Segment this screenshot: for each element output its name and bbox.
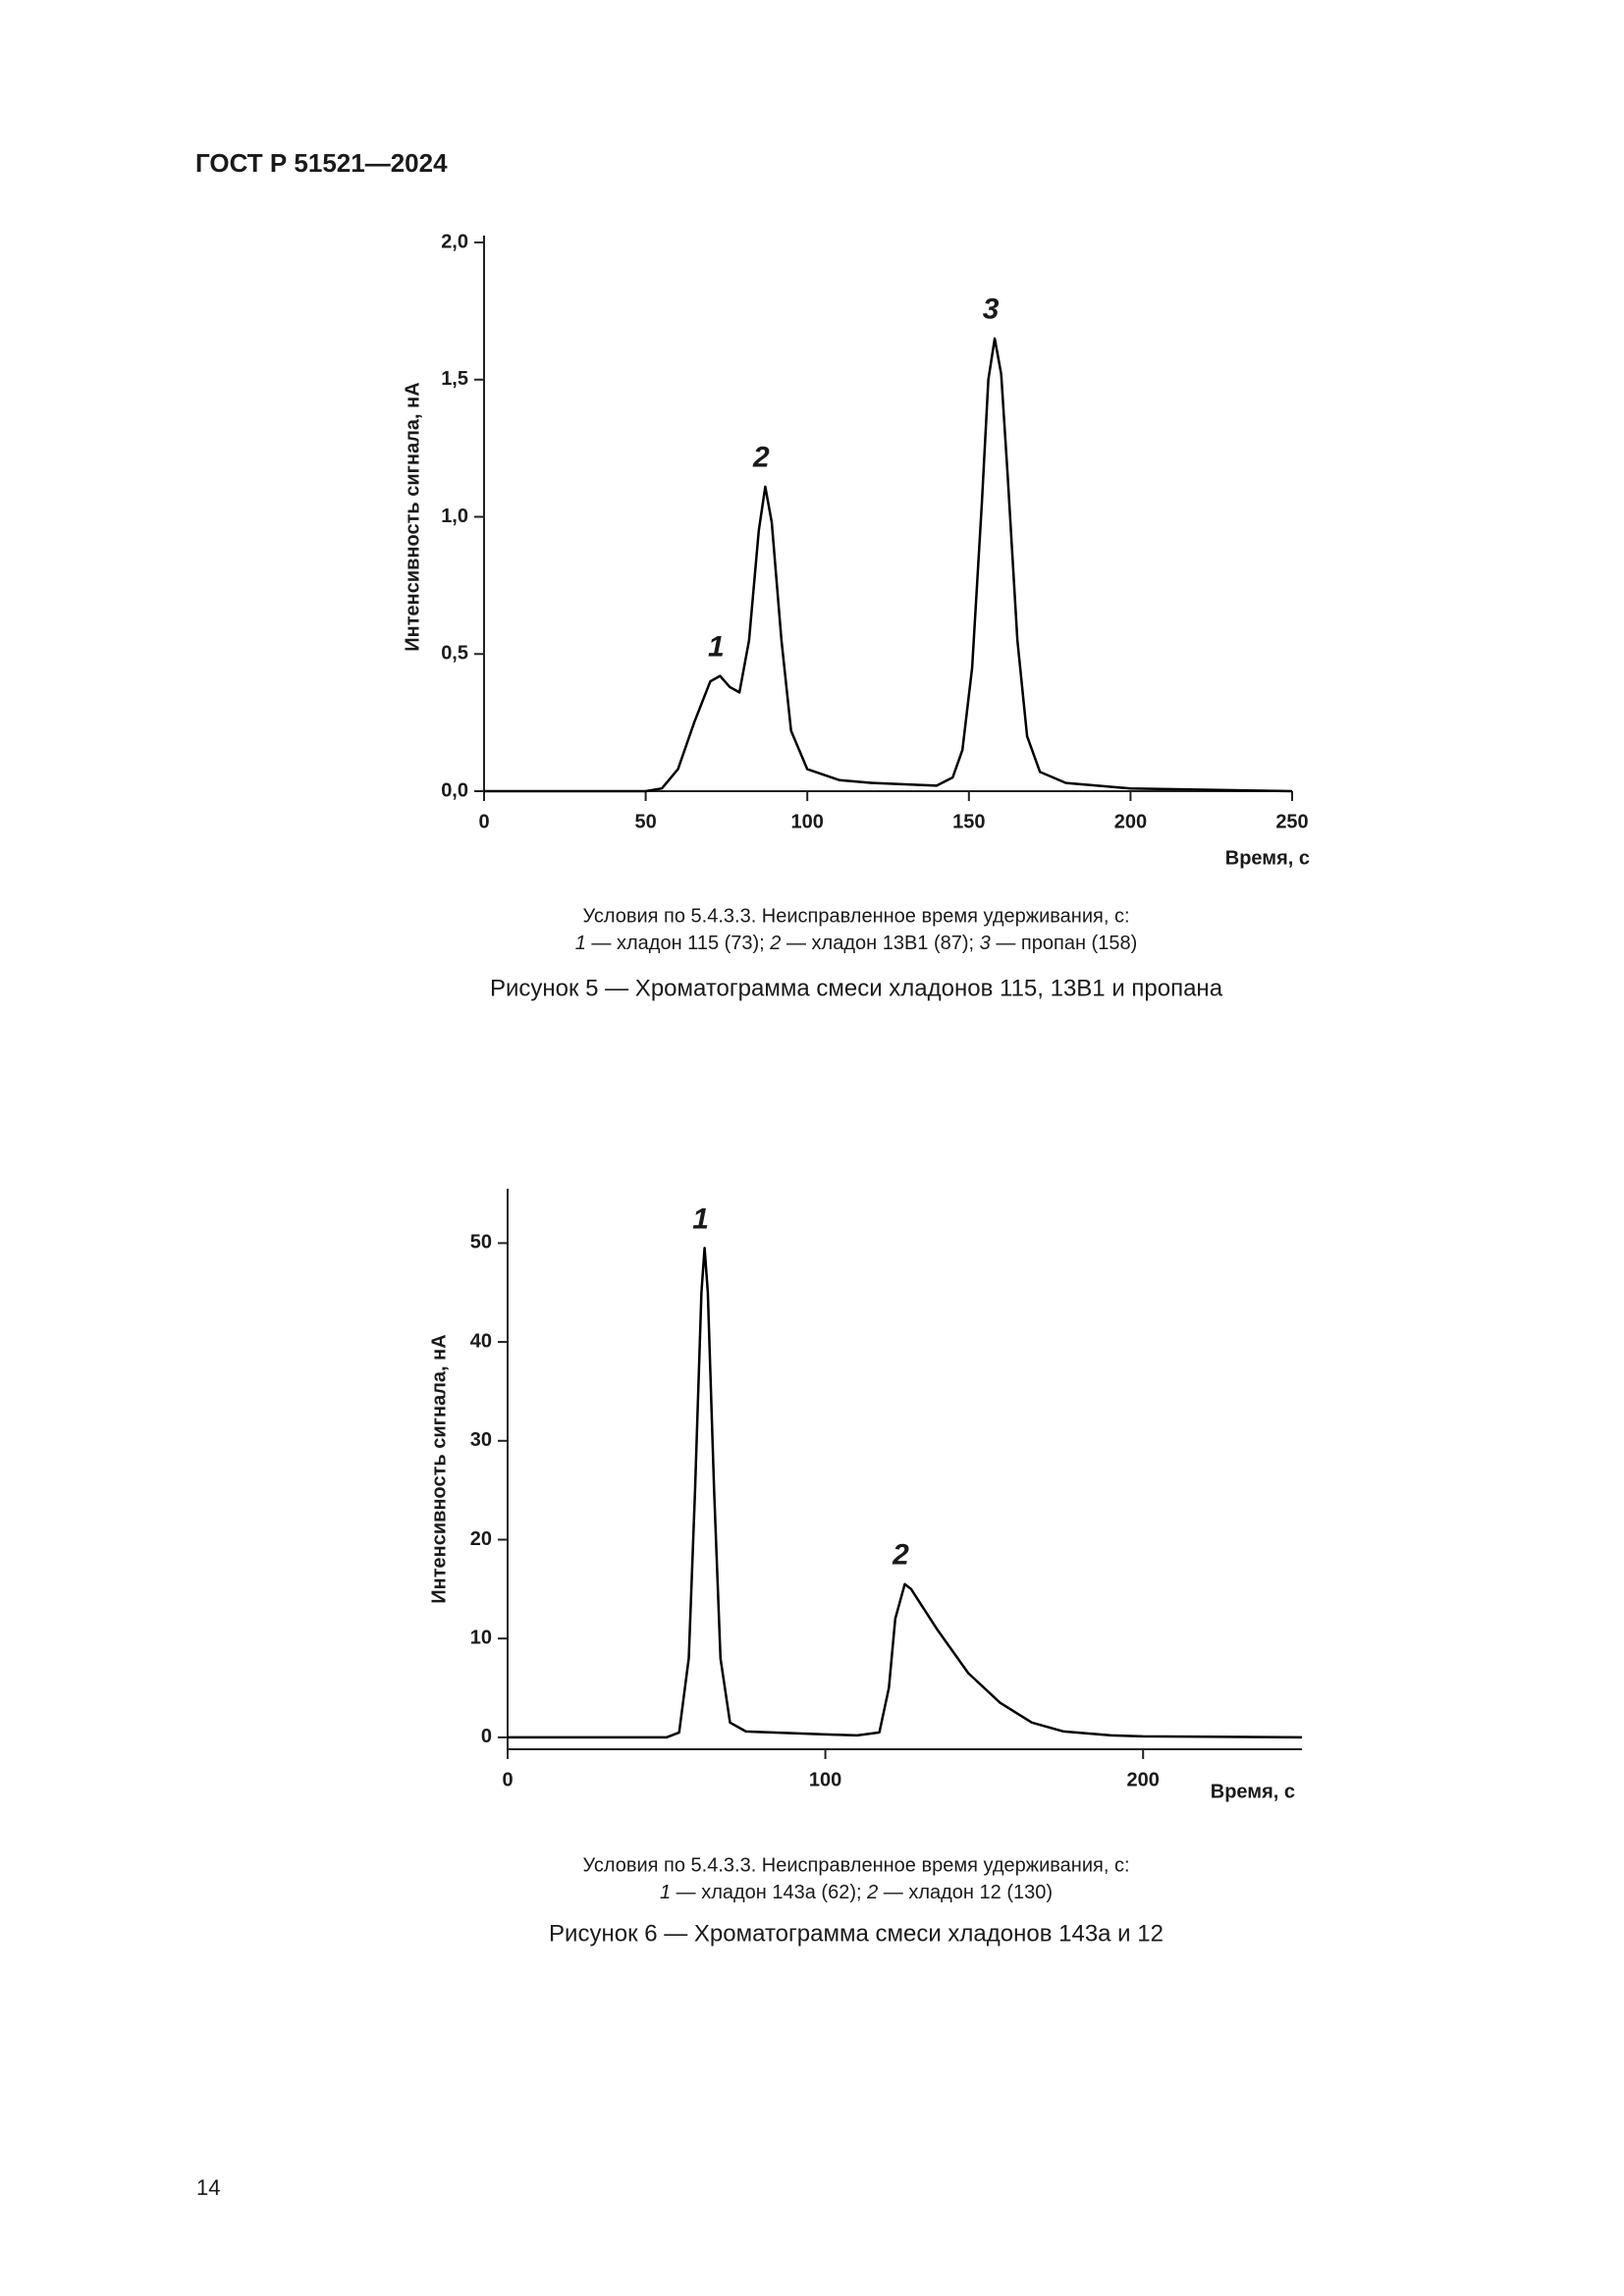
y-tick-label: 1,5: [441, 368, 468, 390]
caption-number: 2: [866, 1882, 878, 1903]
caption-legend: 1 — хладон 143а (62); 2 — хладон 12 (130…: [660, 1882, 1053, 1903]
y-tick-label: 1,0: [441, 506, 468, 527]
y-tick-label: 30: [470, 1429, 492, 1451]
y-tick-label: 20: [470, 1528, 492, 1550]
page-number: 14: [196, 2175, 220, 2200]
x-tick-label: 200: [1127, 1769, 1160, 1790]
y-tick-label: 50: [470, 1232, 492, 1254]
peak-label: 2: [752, 442, 770, 474]
x-tick-label: 100: [791, 811, 824, 832]
figure-title: Рисунок 5 — Хроматограмма смеси хладонов…: [490, 975, 1223, 1001]
peak-label: 3: [983, 294, 1000, 326]
caption-text: — хладон 115 (73);: [586, 933, 770, 954]
y-tick-label: 0,0: [441, 779, 468, 801]
caption-text: — пропан (158): [991, 933, 1137, 954]
caption-number: 2: [769, 933, 781, 954]
caption-note: Условия по 5.4.3.3. Неисправленное время…: [582, 905, 1129, 927]
caption-legend: 1 — хладон 115 (73); 2 — хладон 13В1 (87…: [575, 933, 1137, 954]
x-tick-label: 100: [809, 1769, 841, 1790]
x-axis-title: Время, с: [1211, 1781, 1295, 1802]
caption-number: 1: [660, 1882, 671, 1903]
caption-text: — хладон 12 (130): [878, 1882, 1053, 1903]
header: ГОСТ Р 51521—2024: [195, 148, 448, 178]
y-tick-label: 10: [470, 1627, 492, 1648]
y-tick-label: 0: [481, 1726, 492, 1747]
peak-label: 1: [692, 1202, 709, 1235]
y-axis-title: Интенсивность сигнала, нА: [428, 1334, 450, 1603]
x-tick-label: 0: [502, 1769, 513, 1790]
caption-number: 3: [980, 933, 991, 954]
y-tick-label: 40: [470, 1330, 492, 1352]
x-axis-title: Время, с: [1225, 847, 1310, 869]
figure-title: Рисунок 6 — Хроматограмма смеси хладонов…: [549, 1920, 1164, 1947]
x-tick-label: 50: [634, 811, 656, 832]
caption-number: 1: [575, 933, 586, 954]
signal-line: [508, 1247, 1303, 1739]
peak-label: 2: [892, 1539, 909, 1572]
x-tick-label: 200: [1114, 811, 1147, 832]
x-tick-label: 250: [1275, 811, 1308, 832]
y-tick-label: 2,0: [441, 231, 468, 252]
caption-text: — хладон 13В1 (87);: [781, 933, 979, 954]
y-axis-title: Интенсивность сигнала, нА: [402, 382, 423, 651]
caption-note: Условия по 5.4.3.3. Неисправленное время…: [582, 1854, 1129, 1876]
x-tick-label: 0: [478, 811, 489, 832]
signal-line: [484, 337, 1293, 793]
x-tick-label: 150: [952, 811, 985, 832]
caption-text: — хладон 143а (62);: [671, 1882, 867, 1903]
y-tick-label: 0,5: [441, 643, 468, 665]
peak-label: 1: [708, 631, 725, 664]
